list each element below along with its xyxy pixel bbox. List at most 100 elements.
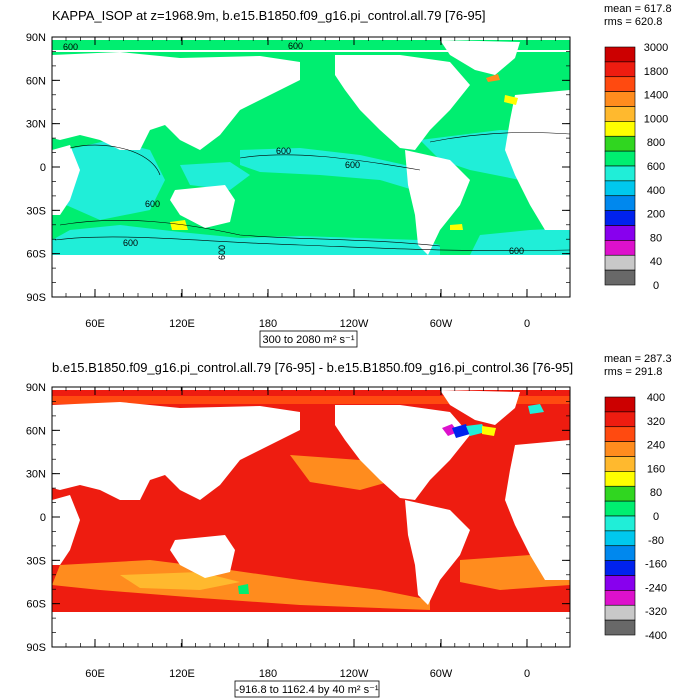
panel-1-axes: 60E 120E 180 120W 60W 0 90N 60N 30N 0 30S 60S 90S (26, 32, 571, 330)
contour-label: 600 (145, 199, 160, 209)
panel-2-map (52, 387, 570, 647)
x-tick-label: 180 (259, 318, 277, 330)
colorbar-swatch (604, 225, 636, 241)
colorbar-swatch (604, 240, 636, 256)
x-tick-label: 120E (169, 318, 195, 330)
colorbar-label: 160 (647, 463, 665, 475)
y-tick-label: 30S (26, 205, 46, 217)
colorbar-swatch (604, 411, 636, 428)
panel-1-map: 600 600 600 600 600 600 600 600 (52, 37, 571, 297)
colorbar-label: -160 (645, 559, 667, 571)
contour-label: 600 (509, 246, 524, 256)
colorbar-label: 240 (647, 440, 665, 452)
colorbar-swatch (604, 560, 636, 576)
colorbar-label: 320 (647, 416, 665, 428)
colorbar-label: -80 (648, 535, 664, 547)
colorbar-label: 0 (653, 511, 659, 523)
colorbar-swatch (604, 135, 636, 152)
colorbar-swatch (604, 441, 636, 457)
colorbar-label: -400 (645, 630, 667, 642)
panel-1-range-box (259, 330, 358, 348)
y-tick-label: 60N (26, 425, 46, 437)
x-tick-label: 60E (85, 318, 105, 330)
colorbar-label: 80 (650, 232, 662, 244)
x-tick-label: 180 (259, 668, 277, 680)
y-tick-label: 90S (26, 292, 46, 304)
y-tick-label: 90N (26, 382, 46, 394)
colorbar-swatch (604, 604, 636, 621)
colorbar-swatch (604, 530, 636, 547)
y-tick-label: 30N (26, 469, 46, 481)
x-tick-label: 120E (169, 668, 195, 680)
panel-1-mean: mean = 617.8 (604, 3, 672, 15)
panel-1: KAPPA_ISOP at z=1968.9m, b.e15.B1850.f09… (26, 3, 672, 348)
colorbar-label: 400 (647, 392, 665, 404)
colorbar-swatch (604, 500, 636, 517)
colorbar-label: 1400 (644, 90, 668, 102)
colorbar-swatch (604, 76, 636, 92)
colorbar-swatch (604, 180, 636, 197)
colorbar-swatch (604, 195, 636, 211)
y-tick-label: 0 (40, 162, 46, 174)
colorbar-label: 200 (647, 209, 665, 221)
colorbar-swatch (604, 106, 636, 122)
y-tick-label: 60N (26, 75, 46, 87)
y-tick-label: 90S (26, 642, 46, 654)
panel-2-mean: mean = 287.3 (604, 353, 672, 365)
colorbar-label: -320 (645, 606, 667, 618)
contour-label: 600 (345, 160, 360, 170)
contour-label: 600 (63, 42, 78, 52)
colorbar-swatch (604, 590, 636, 606)
colorbar-label: -240 (645, 582, 667, 594)
y-tick-label: 0 (40, 512, 46, 524)
colorbar-label: 400 (647, 185, 665, 197)
colorbar-swatch (604, 396, 636, 413)
y-tick-label: 60S (26, 249, 46, 261)
y-tick-label: 60S (26, 599, 46, 611)
contour-label: 600 (123, 238, 138, 248)
colorbar-swatch (604, 254, 636, 271)
colorbar-swatch (604, 150, 636, 167)
colorbar-swatch (604, 515, 636, 532)
colorbar-swatch (604, 456, 636, 472)
colorbar-label: 1800 (644, 66, 668, 78)
x-tick-label: 60E (85, 668, 105, 680)
x-tick-label: 0 (524, 318, 530, 330)
colorbar-label: 80 (650, 487, 662, 499)
panel-1-range-label: 300 to 2080 m² s⁻¹ (262, 334, 354, 346)
colorbar-swatch (604, 61, 636, 78)
panel-1-title: KAPPA_ISOP at z=1968.9m, b.e15.B1850.f09… (52, 8, 486, 23)
contour-label: 600 (288, 41, 303, 51)
colorbar-label: 0 (653, 280, 659, 292)
colorbar-label: 600 (647, 161, 665, 173)
panel-2-colorbar: 400 320 240 160 80 0 -80 -160 -240 -320 -400 (604, 392, 667, 642)
x-tick-label: 120W (340, 318, 369, 330)
colorbar-label: 40 (650, 256, 662, 268)
colorbar-swatch (604, 619, 636, 636)
panel-2-range-box (234, 680, 380, 698)
x-tick-label: 60W (430, 318, 453, 330)
x-tick-label: 120W (340, 668, 369, 680)
x-tick-label: 0 (524, 668, 530, 680)
y-tick-label: 90N (26, 32, 46, 44)
colorbar-swatch (604, 545, 636, 561)
colorbar-swatch (604, 269, 636, 286)
panel-2-rms: rms = 291.8 (604, 366, 662, 378)
colorbar-swatch (604, 91, 636, 107)
contour-label: 600 (276, 146, 291, 156)
colorbar-swatch (604, 426, 636, 442)
colorbar-label: 1000 (644, 113, 668, 125)
x-tick-label: 60W (430, 668, 453, 680)
colorbar-swatch (604, 210, 636, 226)
panel-2: b.e15.B1850.f09_g16.pi_control.all.79 [7… (26, 353, 672, 698)
colorbar-swatch (604, 121, 636, 137)
y-tick-label: 30N (26, 119, 46, 131)
panel-2-axes: 60E 120E 180 120W 60W 0 90N 60N 30N 0 30S 60S 90S (26, 382, 571, 680)
colorbar-swatch (604, 165, 636, 182)
colorbar-label: 800 (647, 137, 665, 149)
colorbar-swatch (604, 471, 636, 487)
colorbar-swatch (604, 485, 636, 502)
panel-2-title: b.e15.B1850.f09_g16.pi_control.all.79 [7… (52, 360, 573, 375)
